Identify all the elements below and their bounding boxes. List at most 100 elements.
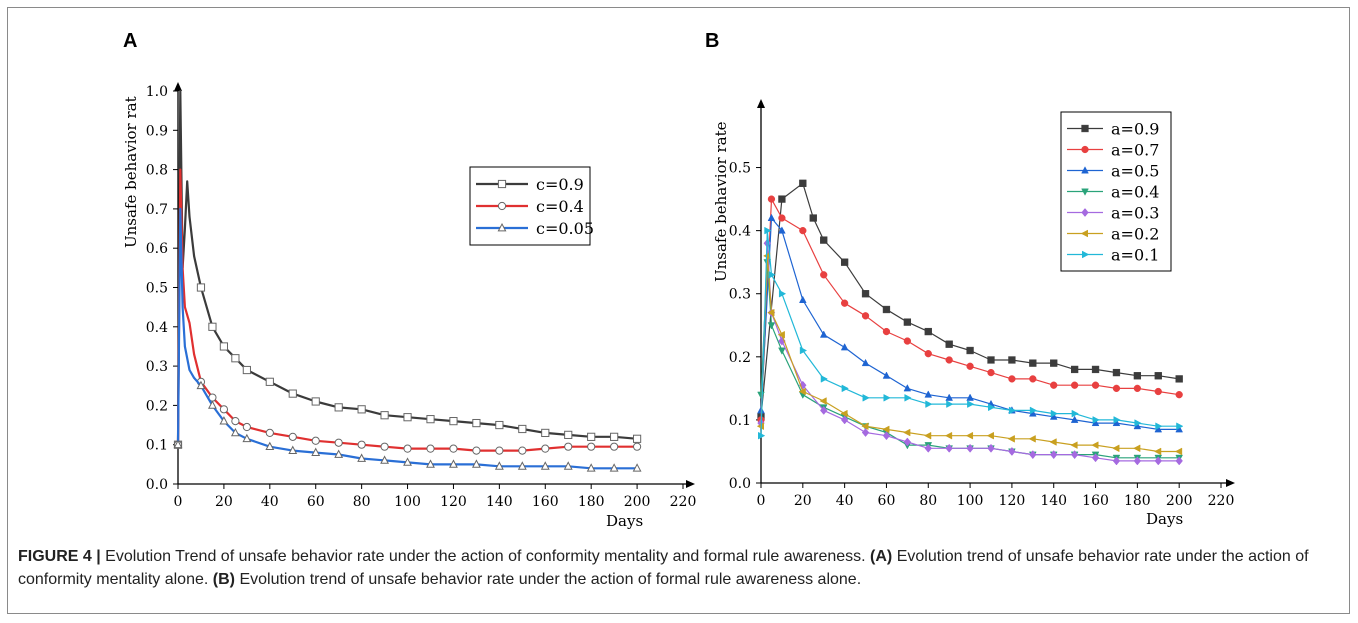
y-tick-label: 0.4 — [146, 320, 168, 336]
y-tick-label: 0.6 — [146, 241, 168, 257]
data-point — [767, 322, 776, 330]
data-point — [334, 438, 343, 447]
x-tick-label: 80 — [353, 494, 371, 510]
data-point — [1134, 419, 1142, 427]
caption-text: Evolution Trend of unsafe behavior rate … — [105, 548, 866, 565]
legend-label: c=0.9 — [536, 175, 584, 194]
data-point — [1029, 359, 1037, 367]
data-point — [1071, 409, 1079, 418]
data-point — [799, 226, 807, 235]
data-point — [841, 384, 849, 393]
data-point — [1050, 450, 1058, 460]
data-point — [903, 437, 912, 447]
data-point — [1091, 453, 1100, 463]
data-point — [758, 431, 766, 440]
data-point — [882, 371, 891, 379]
y-tick-label: 0.4 — [729, 224, 751, 240]
data-point — [1008, 446, 1016, 456]
data-point — [311, 436, 320, 445]
data-point — [945, 340, 953, 348]
data-point — [1133, 384, 1142, 393]
data-point — [219, 405, 229, 414]
data-point — [517, 461, 527, 470]
data-point — [242, 422, 251, 432]
series-line — [176, 89, 638, 445]
series-a=0.7 — [757, 195, 1183, 424]
data-point — [946, 400, 954, 408]
chart-a: 0 20 40 60 80 100 120 140 160 180 200 220 0.0 0.1 0.2 0… — [122, 82, 696, 530]
caption-a-text: Evolution trend of unsafe behavior rate … — [18, 548, 1309, 588]
data-point — [1070, 365, 1079, 374]
data-point — [1175, 375, 1183, 383]
y-tick-label: 0.0 — [729, 476, 751, 492]
y-axis-arrow — [757, 99, 765, 108]
data-point — [380, 442, 389, 451]
data-point — [1174, 447, 1183, 456]
x-tick-label: 40 — [261, 494, 279, 510]
data-point — [173, 439, 183, 449]
x-axis-title: Days — [1146, 510, 1183, 528]
series-line — [760, 198, 1180, 420]
data-point — [495, 446, 504, 455]
data-point — [1155, 422, 1163, 431]
data-point — [799, 295, 807, 304]
data-point — [1091, 365, 1100, 374]
legend-label: c=0.05 — [536, 219, 594, 238]
data-point — [426, 415, 435, 424]
x-tick-label: 140 — [1040, 493, 1067, 509]
legend-marker — [497, 179, 507, 189]
y-axis-arrow — [174, 82, 182, 91]
data-point — [242, 365, 251, 375]
y-tick-label: 0.1 — [146, 438, 168, 454]
y-axis-title: Unsafe behavior rate — [712, 121, 730, 282]
data-point — [1029, 450, 1037, 460]
data-point — [357, 453, 367, 462]
data-point — [819, 397, 827, 405]
data-point — [1133, 444, 1141, 453]
data-point — [587, 442, 596, 451]
data-point — [966, 443, 974, 453]
x-tick-label: 40 — [836, 493, 854, 509]
data-point — [1070, 441, 1078, 449]
data-point — [967, 400, 975, 408]
data-point — [196, 283, 206, 292]
series-c=0.05 — [173, 207, 642, 472]
x-tick-label: 140 — [486, 494, 513, 510]
data-point — [426, 459, 435, 468]
y-tick-label: 0.8 — [146, 163, 168, 179]
legend-marker — [1081, 145, 1089, 154]
series-c=0.9 — [173, 89, 642, 449]
legend-marker — [497, 222, 507, 232]
data-point — [265, 428, 274, 438]
chart-b: 0 20 40 60 80 100 120 140 160 180 200 220 0.0 0.1 0.2 0… — [712, 99, 1235, 528]
data-point — [882, 305, 891, 314]
data-point — [449, 444, 458, 453]
x-tick-label: 20 — [215, 494, 233, 510]
legend-marker — [497, 201, 507, 211]
x-tick-label: 200 — [624, 494, 651, 510]
caption-figure-label: FIGURE 4 | — [18, 548, 101, 565]
data-point — [1133, 456, 1142, 466]
data-point — [966, 346, 974, 355]
data-point — [449, 417, 458, 426]
data-point — [380, 455, 390, 464]
caption-b-label: (B) — [212, 571, 235, 588]
data-point — [778, 289, 787, 298]
y-tick-label: 0.5 — [729, 161, 751, 177]
data-point — [820, 375, 829, 383]
data-point — [334, 449, 344, 458]
data-point — [903, 428, 911, 437]
data-point — [987, 356, 995, 364]
data-point — [756, 422, 764, 431]
data-point — [903, 384, 912, 392]
data-point — [945, 393, 953, 401]
data-point — [840, 415, 849, 425]
data-point — [1154, 456, 1162, 466]
data-point — [1007, 435, 1015, 443]
data-point — [403, 457, 412, 466]
data-point — [288, 432, 297, 441]
data-point — [540, 461, 550, 470]
data-point — [924, 443, 932, 453]
data-point — [965, 431, 974, 440]
panel-label-a: A — [123, 30, 137, 52]
